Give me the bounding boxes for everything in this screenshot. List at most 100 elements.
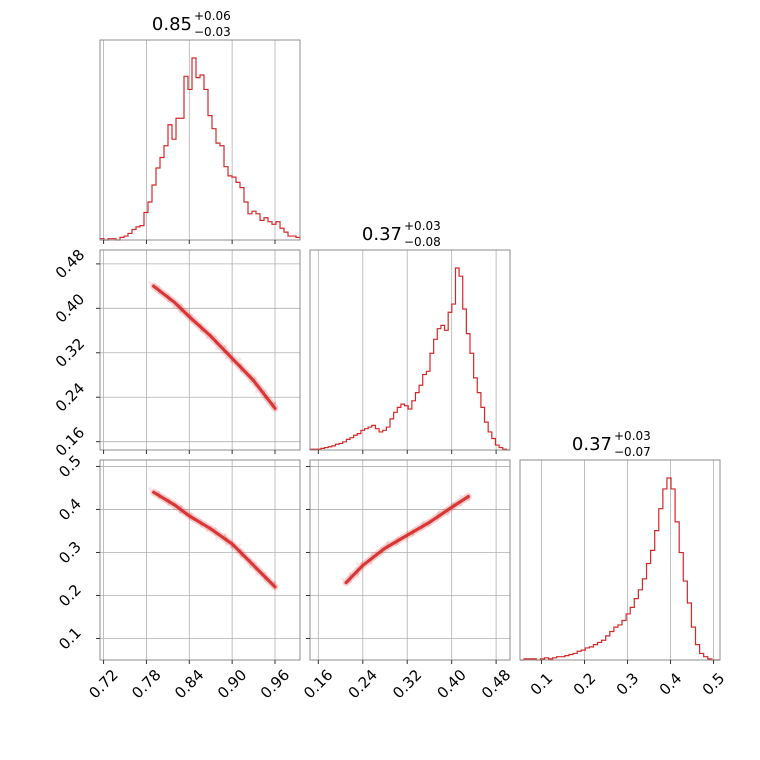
scatter-point: [356, 562, 359, 565]
scatter-point: [205, 529, 209, 532]
scatter-point: [178, 310, 182, 314]
scatter-point: [167, 300, 171, 303]
panel-title-minus: −0.08: [404, 235, 441, 249]
panel-title-plus: +0.06: [194, 9, 231, 23]
scatter-point: [180, 505, 183, 508]
x-tick-label: 0.3: [613, 669, 643, 699]
scatter-point: [348, 572, 352, 576]
x-tick-label: 0.48: [478, 666, 514, 702]
x-tick-label: 0.40: [433, 666, 469, 702]
panel-title-minus: −0.07: [614, 445, 651, 459]
scatter-point: [254, 561, 257, 565]
panel-title-plus: +0.03: [614, 429, 651, 443]
scatter-point: [249, 380, 252, 384]
x-tick-label: 0.84: [171, 666, 207, 702]
x-tick-label: 0.32: [389, 666, 425, 702]
scatter-point: [190, 313, 193, 317]
scatter-point: [427, 524, 430, 528]
panel-title-median: 0.85: [152, 14, 192, 35]
scatter-point: [186, 508, 190, 512]
scatter-point: [341, 577, 344, 581]
histogram-step-1: [309, 267, 510, 451]
scatter-point: [370, 551, 374, 555]
scatter-point: [405, 540, 408, 543]
scatter-point: [273, 580, 277, 584]
scatter-point: [186, 308, 190, 312]
scatter-point: [172, 507, 176, 511]
scatter-point: [157, 490, 161, 494]
hist-panel-0: 0.85 +0.06 −0.03: [99, 9, 301, 244]
x-tick-label: 0.72: [85, 666, 121, 702]
axes-frame: [519, 459, 721, 661]
axes-frame: [99, 249, 301, 451]
contour-band: [150, 488, 279, 591]
scatter-point: [385, 541, 389, 545]
scatter-point: [225, 542, 228, 546]
y-tick-label: 0.40: [52, 290, 88, 326]
x-tick-label: 0.78: [128, 666, 164, 702]
y-tick-label: 0.4: [55, 495, 85, 525]
scatter-point: [467, 498, 470, 501]
scatter-point: [411, 534, 414, 537]
scatter-point: [229, 360, 233, 364]
scatter-point: [157, 285, 161, 289]
scatter-point: [178, 511, 182, 514]
scatter-point: [215, 347, 219, 350]
scatter-point: [273, 401, 277, 405]
scatter-point: [255, 573, 258, 576]
scatter-point: [459, 504, 463, 507]
x-tick-label: 0.2: [570, 669, 600, 699]
contour-line: [344, 495, 470, 585]
scatter-point: [395, 543, 398, 547]
y-tick-label: 0.24: [52, 379, 88, 415]
scatter-point: [148, 487, 152, 491]
scatter-point: [215, 537, 219, 540]
y-tick-label: 0.3: [55, 538, 85, 568]
histogram-step-0: [99, 57, 301, 241]
panel-title-plus: +0.03: [404, 219, 441, 233]
scatter-point: [214, 335, 218, 338]
y-tick-label: 0.32: [52, 335, 88, 371]
scatter-point: [199, 329, 203, 333]
x-tick-label: 0.96: [257, 666, 293, 702]
scatter-point: [349, 580, 352, 584]
scatter-point: [386, 540, 390, 543]
contour-line: [152, 490, 277, 589]
scatter-point: [459, 494, 462, 498]
x-tick-label: 0.5: [699, 669, 729, 699]
y-tick-label: 0.48: [52, 246, 88, 282]
y-tick-label: 0.2: [55, 581, 85, 611]
y-tick-label: 0.1: [55, 624, 85, 654]
scatter-point: [421, 520, 425, 524]
scatter-point: [249, 565, 252, 569]
contour-band: [150, 282, 279, 412]
scatter-point: [205, 336, 209, 340]
x-tick-label: 0.1: [527, 669, 557, 699]
histogram-step-2: [520, 477, 720, 661]
scatter-point: [225, 356, 228, 360]
scatter-point: [199, 525, 203, 528]
scatter-point: [446, 513, 450, 516]
scatter-point: [356, 575, 360, 579]
panel-title-minus: −0.03: [194, 25, 231, 39]
scatter-point: [223, 345, 227, 349]
x-tick-label: 0.4: [656, 669, 686, 699]
x-tick-label: 0.16: [300, 666, 336, 702]
x-tick-label: 0.24: [345, 666, 381, 702]
axes-frame: [99, 459, 301, 661]
hist-panel-2: 0.37 +0.03 −0.07: [519, 429, 721, 664]
scatter-point: [190, 512, 193, 515]
scatter-point: [263, 389, 267, 393]
pair-panel-0-2: [96, 459, 301, 664]
scatter-point: [229, 546, 233, 549]
scatter-point: [238, 357, 242, 361]
scatter-point: [172, 305, 176, 309]
axes-frame: [309, 249, 511, 451]
scatter-point: [148, 281, 152, 284]
scatter-point: [167, 503, 171, 507]
hist-panel-1: 0.37 +0.03 −0.08: [309, 219, 511, 454]
axes-frame: [99, 39, 301, 241]
scatter-point: [224, 532, 227, 536]
scatter-point: [238, 543, 242, 546]
panel-title-median: 0.37: [572, 434, 612, 455]
